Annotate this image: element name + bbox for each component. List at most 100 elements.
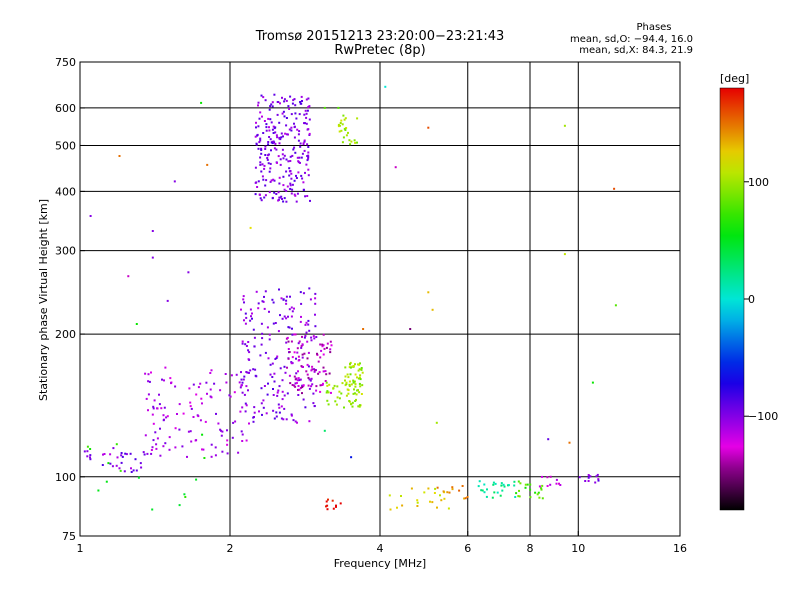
data-point [127,275,130,278]
data-point [235,373,238,376]
data-point [287,315,289,318]
data-point [308,132,311,135]
data-point [197,415,200,418]
data-point [255,375,258,378]
data-point [270,149,272,152]
data-point [283,100,286,103]
data-point [286,185,289,188]
data-point [338,390,341,393]
data-point [285,341,288,344]
data-point [210,369,213,372]
data-point [529,483,532,486]
data-point [299,291,302,294]
data-point [276,355,279,358]
data-point [257,147,260,150]
data-point [358,405,361,408]
data-point [299,378,302,381]
data-point [254,135,257,138]
data-point [290,362,293,365]
data-point [597,478,600,481]
data-point [486,488,488,491]
data-point [105,480,108,483]
data-point [319,384,322,387]
data-point [326,384,329,387]
data-point [359,374,362,377]
data-point [265,126,268,129]
data-point [327,403,330,406]
data-point [492,481,495,484]
data-point [150,449,153,451]
data-point [241,342,244,345]
data-point [162,445,165,448]
data-point [301,392,303,395]
data-point [248,351,251,354]
data-point [255,142,258,145]
data-point [290,126,293,129]
data-point [266,158,269,161]
data-point [139,462,142,465]
data-point [97,489,100,492]
data-point [341,141,344,144]
data-point [140,466,143,469]
data-point [278,182,281,185]
data-point [103,453,106,455]
data-point [296,421,298,424]
data-point [314,325,317,328]
data-point [245,439,248,442]
data-point [151,508,154,511]
data-point [281,96,283,99]
data-point [356,141,358,144]
data-point [135,469,138,472]
data-point [189,430,192,433]
data-point [333,384,336,387]
data-point [427,291,430,294]
data-point [268,170,271,173]
data-point [287,160,290,163]
colorbar-tick-label: 100 [748,176,769,189]
data-point [162,414,165,417]
data-point [283,365,286,368]
data-point [156,407,159,410]
data-point [143,453,146,456]
data-point [249,308,252,311]
data-point [152,405,155,408]
data-point [280,132,283,135]
phase-header: Phases [636,22,671,33]
data-point [279,163,282,166]
data-point [86,445,89,448]
data-point [483,491,486,494]
data-point [242,295,245,298]
data-point [269,373,272,376]
data-point [199,419,202,422]
data-point [291,327,293,330]
data-point [347,376,350,379]
data-point [325,373,328,376]
data-point [359,376,361,379]
data-point [358,391,361,394]
data-point [277,191,280,194]
data-point [464,497,467,500]
data-point [307,168,310,171]
data-point [275,415,278,418]
data-point [163,406,166,409]
data-point [281,379,284,382]
data-point [255,290,258,293]
data-point [288,308,291,311]
data-point [353,388,355,391]
data-point [217,422,220,425]
data-point [170,382,172,385]
data-point [174,385,177,388]
data-point [118,155,121,157]
data-point [275,357,278,359]
data-point [314,369,317,372]
data-point [242,298,245,301]
data-point [324,380,327,382]
data-point [306,340,309,343]
data-point [330,344,333,347]
data-point [272,388,274,390]
data-point [298,156,301,159]
data-point [254,193,257,196]
data-point [297,388,299,391]
data-point [436,506,438,509]
data-point [307,128,310,131]
